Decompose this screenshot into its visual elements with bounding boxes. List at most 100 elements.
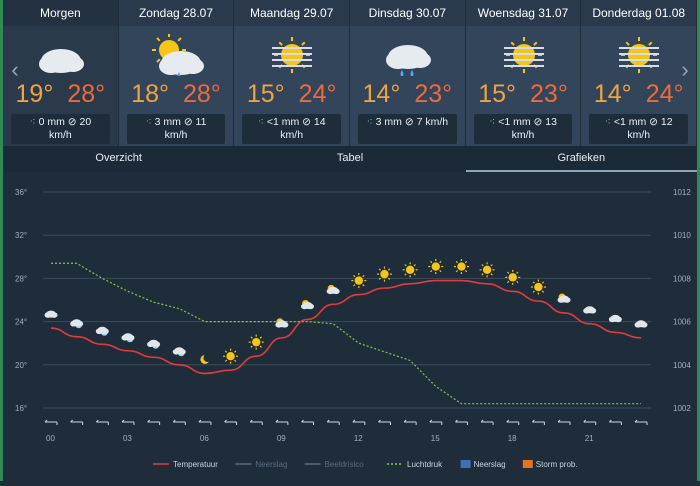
- cloud-moon-icon: [121, 333, 135, 343]
- temp-min: 14°: [593, 80, 632, 108]
- day-column[interactable]: Donderdag 01.08 14° 24° ⁖ <1 mm ⊘ 12 km/h: [581, 0, 698, 146]
- temp-max: 23°: [414, 80, 453, 108]
- legend-label: Neerslag: [474, 460, 506, 469]
- tab-overzicht[interactable]: Overzicht: [95, 152, 142, 164]
- wind-arrow-icon: [172, 419, 186, 425]
- raindrops-icon: ⁖: [604, 116, 611, 128]
- wind-unit: km/h: [164, 129, 188, 141]
- day-column[interactable]: Morgen 19° 28° ⁖ 0 mm ⊘ 20 km/h: [3, 0, 119, 146]
- day-column[interactable]: Zondag 28.07 18° 28° ⁖ 3 mm ⊘ 11 km/h: [118, 0, 235, 146]
- cloud-icon: [608, 314, 622, 323]
- wind-arrow-icon: [429, 419, 443, 425]
- raindrops-icon: ⁖: [29, 116, 36, 128]
- day-details: ⁖ 0 mm ⊘ 20 km/h: [11, 114, 110, 144]
- day-strip: Morgen 19° 28° ⁖ 0 mm ⊘ 20 km/h Zondag 28.07 1…: [3, 0, 698, 146]
- cloud-moon-icon: [95, 326, 109, 336]
- rain-amount: <1 mm: [498, 116, 531, 128]
- wind-unit: km/h: [627, 129, 651, 141]
- y-right-tick-label: 1002: [673, 404, 691, 413]
- wind-speed: 12: [660, 116, 673, 128]
- chevron-left-icon[interactable]: ‹: [11, 57, 19, 82]
- y-left-tick-label: 16°: [15, 404, 27, 413]
- legend-swatch: [460, 460, 471, 468]
- sun-icon: [530, 279, 546, 295]
- wind-arrow-icon: [147, 419, 161, 425]
- sun-icon: [402, 262, 418, 278]
- wind-arrow-icon: [532, 419, 545, 425]
- tab-grafieken[interactable]: Grafieken: [465, 146, 697, 172]
- wind-arrow-icon: [198, 419, 212, 425]
- wind-unit: km/h: [280, 129, 304, 141]
- cloud-icon: [3, 34, 118, 76]
- wind-icon: ⊘: [183, 116, 193, 128]
- wind-speed: 20: [79, 116, 92, 128]
- wind-arrow-icon: [275, 419, 289, 425]
- wind-arrow-icon: [95, 419, 109, 425]
- wind-arrow-icon: [352, 419, 366, 425]
- cloud-icon: [634, 320, 648, 328]
- sun-cloud-icon: [557, 293, 571, 303]
- sun-icon: [351, 273, 367, 289]
- day-temps: 15° 24°: [234, 80, 349, 109]
- sun-icon: [248, 334, 264, 350]
- pressure-line: [51, 262, 641, 405]
- x-tick-label: 12: [354, 434, 363, 443]
- wind-speed: 11: [195, 116, 207, 128]
- sun-cloud-icon: [326, 284, 340, 295]
- temp-max: 28°: [183, 80, 221, 108]
- wind-arrow-icon: [224, 419, 238, 425]
- x-tick-label: 21: [585, 434, 594, 443]
- moon-icon: [200, 353, 212, 364]
- wind-arrow-icon: [301, 419, 315, 425]
- day-label: Maandag 29.07: [234, 0, 350, 26]
- y-right-tick-label: 1006: [673, 318, 691, 327]
- y-left-tick-label: 28°: [15, 274, 27, 283]
- day-temps: 18° 28°: [119, 80, 234, 109]
- raindrops-icon: ⁖: [489, 116, 496, 128]
- wind-arrow-icon: [634, 419, 648, 425]
- tab-tabel[interactable]: Tabel: [336, 152, 364, 164]
- sun-icon: [479, 262, 495, 278]
- day-details: ⁖ 3 mm ⊘ 7 km/h: [358, 114, 457, 144]
- sun-cloud-icon: [275, 318, 289, 328]
- x-tick-label: 00: [46, 434, 55, 443]
- x-tick-label: 18: [508, 434, 517, 443]
- wind-icon: ⊘: [67, 116, 77, 128]
- y-right-tick-label: 1004: [673, 361, 691, 370]
- wind-arrow-icon: [44, 419, 58, 425]
- wind-arrow-icon: [121, 419, 135, 425]
- wind-speed: 7 km/h: [416, 116, 449, 128]
- legend-label: Storm prob.: [536, 460, 578, 469]
- sun-cloud-icon: [301, 299, 315, 310]
- temp-min: 15°: [478, 80, 517, 108]
- chevron-right-icon[interactable]: ›: [681, 57, 689, 82]
- wind-arrow-icon: [480, 419, 494, 425]
- x-tick-label: 15: [431, 434, 440, 443]
- day-label: Morgen: [3, 0, 118, 26]
- raindrops-icon: ⁖: [145, 116, 152, 128]
- cloud-moon-icon: [172, 347, 186, 357]
- day-details: ⁖ <1 mm ⊘ 13 km/h: [473, 114, 573, 144]
- sun-icon: [505, 269, 521, 285]
- wind-arrow-icon: [608, 419, 622, 425]
- x-tick-label: 06: [200, 434, 209, 443]
- temp-max: 23°: [530, 80, 568, 108]
- day-column[interactable]: Dinsdag 30.07 14° 23° ⁖ 3 mm ⊘ 7 km/h: [350, 0, 466, 146]
- temp-max: 28°: [67, 80, 106, 108]
- wind-unit: km/h: [48, 129, 72, 141]
- rain-amount: <1 mm: [613, 116, 647, 128]
- rain-amount: <1 mm: [266, 116, 300, 128]
- cloud-moon-icon: [147, 339, 161, 349]
- wind-speed: 13: [545, 116, 557, 128]
- rain-amount: 3 mm: [375, 116, 402, 128]
- temp-min: 14°: [362, 80, 401, 108]
- hazy-sun-icon: [234, 34, 349, 76]
- day-column[interactable]: Maandag 29.07 15° 24° ⁖ <1 mm ⊘ 14 km/h: [234, 0, 351, 146]
- day-label: Dinsdag 30.07: [350, 0, 465, 26]
- wind-arrow-icon: [557, 419, 571, 425]
- day-details: ⁖ 3 mm ⊘ 11 km/h: [126, 114, 226, 144]
- sun-icon: [223, 348, 239, 364]
- day-column[interactable]: Woensdag 31.07 15° 23° ⁖ <1 mm ⊘ 13 km/h: [465, 0, 582, 146]
- y-left-tick-label: 36°: [15, 188, 27, 197]
